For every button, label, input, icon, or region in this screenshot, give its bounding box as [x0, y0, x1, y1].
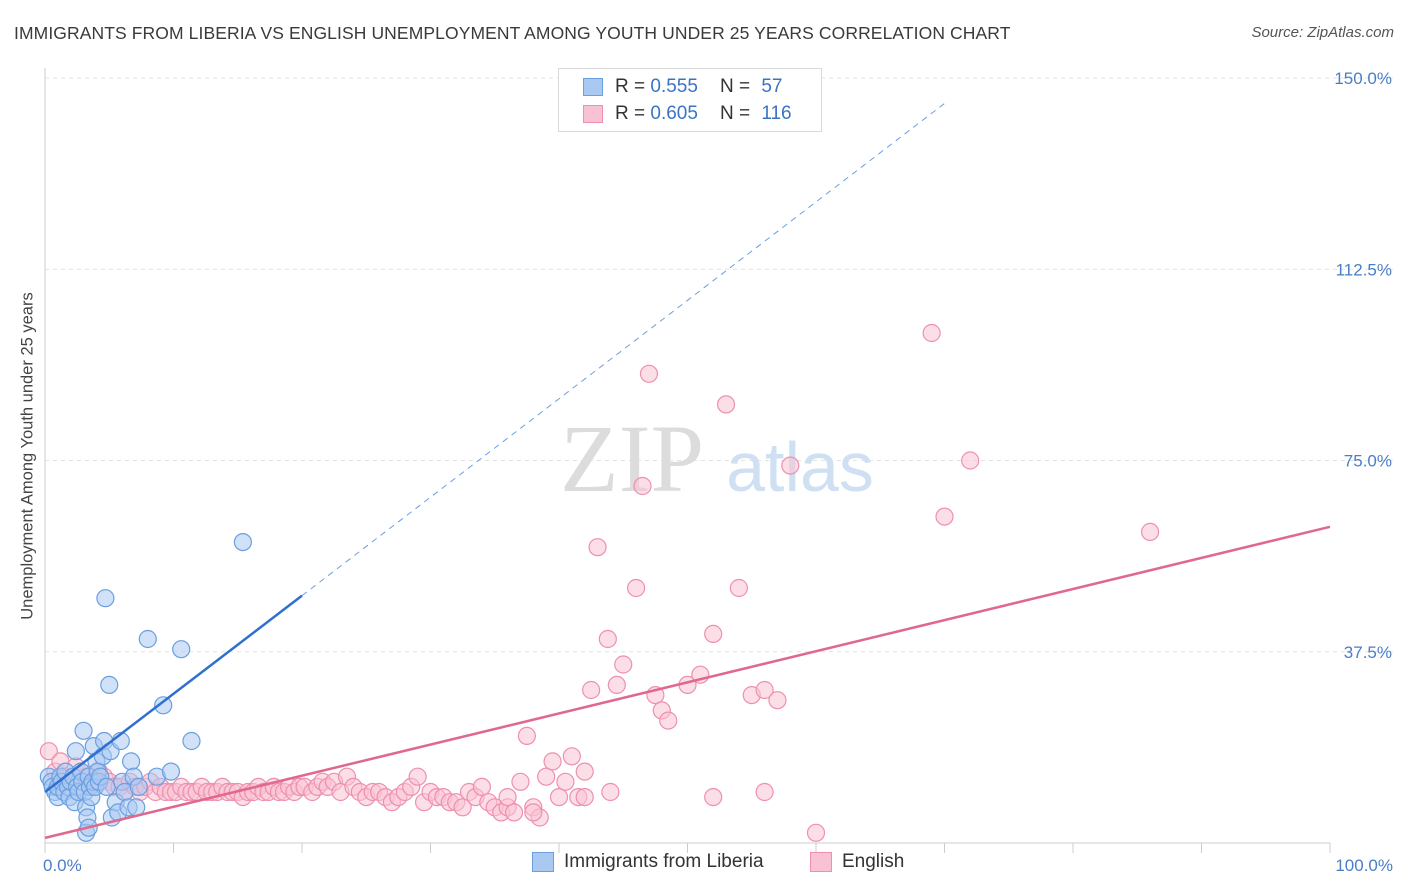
english-point-75 — [453, 798, 472, 817]
english-point-102 — [639, 364, 659, 383]
liberia-point-54 — [161, 762, 181, 781]
english-point-83 — [504, 803, 524, 822]
x-tick-label-1: 100.0% — [1335, 856, 1393, 875]
liberia-point-47 — [121, 752, 141, 771]
liberia-trendline-extension — [301, 103, 945, 597]
english-point-91 — [556, 772, 575, 791]
liberia-point-15 — [66, 742, 85, 761]
legend-n-label: N = — [719, 76, 751, 97]
liberia-point-57 — [233, 532, 252, 552]
english-point-118 — [961, 451, 980, 470]
bottom-legend-liberia: Immigrants from Liberia — [532, 851, 764, 873]
series-liberia-points — [39, 532, 252, 842]
liberia-point-50 — [129, 777, 148, 797]
english-point-89 — [543, 752, 562, 771]
bottom-legend-label-liberia: Immigrants from Liberia — [564, 851, 764, 872]
english-point-68 — [408, 767, 427, 786]
legend-row-english: R = 0.605 N = 116 — [583, 102, 792, 126]
liberia-point-36 — [96, 589, 115, 608]
english-point-84 — [511, 772, 530, 791]
english-point-117 — [935, 507, 954, 526]
english-point-115 — [806, 823, 826, 842]
legend-swatch-english — [583, 105, 603, 123]
legend: R = 0.555 N = 57 R = 0.605 N = 116 — [558, 68, 822, 132]
english-point-124 — [704, 787, 723, 807]
english-point-108 — [704, 624, 723, 644]
y-tick-label-2: 112.5% — [1336, 260, 1392, 279]
liberia-point-56 — [182, 731, 201, 751]
bottom-legend-swatch-liberia — [532, 852, 554, 872]
watermark: ZIP atlas — [560, 405, 874, 512]
liberia-point-53 — [154, 696, 173, 715]
bottom-legend: Immigrants from Liberia English — [0, 851, 1406, 877]
english-point-0 — [39, 742, 58, 761]
english-point-88 — [537, 767, 556, 786]
liberia-point-51 — [138, 629, 157, 649]
liberia-point-20 — [74, 721, 93, 740]
watermark-atlas: atlas — [726, 428, 874, 506]
english-trendline — [44, 525, 1331, 840]
bottom-legend-english: English — [810, 851, 904, 873]
english-point-122 — [575, 787, 594, 807]
liberia-trendline — [44, 594, 303, 793]
bottom-legend-swatch-english — [810, 852, 832, 872]
english-point-113 — [768, 691, 787, 710]
y-tick-label-0: 37.5% — [1344, 643, 1392, 662]
liberia-point-55 — [172, 640, 191, 659]
english-point-112 — [755, 680, 774, 700]
series-english-points — [39, 323, 1160, 842]
x-tick-label-0: 0.0% — [43, 856, 82, 875]
bottom-legend-label-english: English — [842, 851, 905, 872]
legend-swatch-liberia — [583, 78, 603, 96]
axes — [44, 68, 1331, 853]
legend-n-value-liberia: 57 — [761, 76, 783, 97]
legend-r-label: R = — [615, 76, 646, 97]
gridlines — [45, 77, 1395, 653]
english-point-96 — [588, 538, 607, 557]
english-point-120 — [498, 787, 517, 807]
english-point-85 — [517, 726, 536, 746]
source-label: Source: ZipAtlas.com — [1251, 24, 1394, 41]
english-point-109 — [716, 395, 736, 414]
english-point-90 — [549, 787, 569, 807]
legend-r-value-english: 0.605 — [650, 103, 698, 124]
legend-n-label: N = — [719, 103, 751, 124]
english-point-105 — [659, 711, 678, 730]
liberia-point-38 — [100, 675, 119, 695]
english-point-123 — [601, 782, 620, 802]
english-point-110 — [729, 578, 749, 598]
legend-r-value-liberia: 0.555 — [650, 76, 698, 97]
tick-labels: 37.5% 75.0% 112.5% 150.0% 0.0% 100.0% — [43, 69, 1393, 875]
legend-r-label: R = — [615, 103, 646, 124]
english-point-99 — [614, 655, 633, 674]
english-point-121 — [524, 803, 543, 822]
english-point-114 — [781, 456, 800, 475]
english-point-92 — [562, 747, 581, 766]
liberia-point-37 — [97, 777, 116, 797]
english-point-98 — [607, 675, 626, 695]
english-point-119 — [1140, 522, 1160, 542]
watermark-zip: ZIP — [560, 405, 704, 512]
y-tick-label-1: 75.0% — [1344, 452, 1392, 471]
legend-row-liberia: R = 0.555 N = 57 — [583, 75, 782, 99]
chart-title: IMMIGRANTS FROM LIBERIA VS ENGLISH UNEMP… — [14, 23, 1011, 43]
english-point-78 — [472, 777, 491, 797]
y-tick-label-3: 150.0% — [1334, 69, 1392, 88]
legend-n-value-english: 116 — [761, 103, 792, 124]
english-point-97 — [598, 629, 617, 649]
english-point-94 — [575, 762, 594, 781]
english-point-100 — [626, 578, 646, 598]
trendlines — [44, 103, 1331, 840]
english-point-95 — [582, 680, 601, 700]
english-point-125 — [755, 782, 774, 802]
english-point-116 — [922, 323, 941, 343]
english-point-101 — [633, 476, 652, 496]
